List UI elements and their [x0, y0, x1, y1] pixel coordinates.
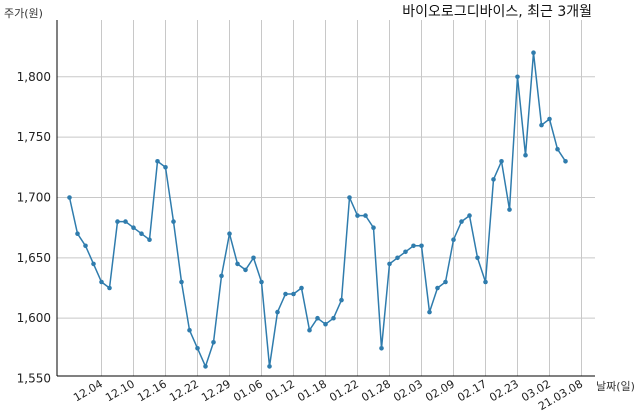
- data-point: [355, 213, 360, 218]
- x-tick-label: 12.16: [135, 377, 169, 404]
- x-tick-label: 01.06: [231, 377, 265, 404]
- x-tick-label: 02.03: [391, 377, 425, 404]
- grid-lines: [57, 20, 595, 376]
- x-axis-label: 날짜(일): [596, 379, 635, 393]
- y-axis-label: 주가(원): [4, 7, 43, 20]
- x-tick-label: 12.29: [199, 377, 233, 404]
- x-tick-label: 12.04: [71, 377, 105, 404]
- data-point: [379, 346, 384, 351]
- data-point: [547, 116, 552, 122]
- x-tick-label: 02.23: [487, 377, 521, 404]
- data-point: [291, 291, 296, 297]
- data-point: [227, 231, 232, 236]
- x-tick-label: 01.28: [359, 377, 393, 404]
- data-point: [203, 364, 208, 369]
- data-point: [339, 297, 344, 303]
- data-point: [91, 261, 96, 267]
- data-point: [419, 243, 424, 249]
- data-point: [107, 285, 112, 291]
- data-point: [179, 279, 184, 285]
- y-tick-label: 1,550: [17, 372, 51, 386]
- data-point: [219, 273, 224, 279]
- data-point: [131, 225, 136, 230]
- data-point: [267, 364, 272, 369]
- data-point: [331, 315, 336, 321]
- data-point: [475, 255, 480, 261]
- data-point: [235, 261, 240, 267]
- data-point: [459, 219, 464, 224]
- data-point: [515, 74, 520, 80]
- y-tick-labels: 1,550 1,600 1,650 1,700 1,750 1,800: [17, 70, 51, 386]
- data-point: [411, 243, 416, 249]
- x-tick-label: 01.22: [327, 377, 361, 404]
- data-point: [283, 291, 288, 297]
- x-tick-label: 01.18: [295, 377, 329, 404]
- data-point: [531, 50, 536, 55]
- data-point: [139, 231, 144, 236]
- data-point: [563, 159, 568, 164]
- data-point: [483, 279, 488, 285]
- data-point: [147, 237, 152, 242]
- y-tick-label: 1,750: [17, 130, 51, 144]
- data-point: [211, 340, 216, 345]
- x-tick-label: 02.17: [455, 377, 489, 404]
- data-point: [115, 219, 120, 224]
- data-point: [443, 279, 448, 285]
- y-tick-label: 1,700: [17, 190, 51, 204]
- y-tick-label: 1,600: [17, 311, 51, 325]
- data-point: [523, 152, 528, 158]
- data-point: [195, 346, 200, 351]
- data-point: [491, 177, 496, 182]
- data-point: [299, 285, 304, 291]
- data-point: [243, 267, 248, 273]
- x-tick-label: 12.22: [167, 377, 201, 404]
- x-tick-label: 02.09: [423, 377, 457, 404]
- data-point: [323, 321, 328, 327]
- data-point: [347, 195, 352, 200]
- data-point: [123, 219, 128, 224]
- data-point: [507, 207, 512, 212]
- y-tick-label: 1,650: [17, 251, 51, 265]
- data-point: [251, 255, 256, 261]
- data-point: [315, 315, 320, 321]
- data-point: [99, 279, 104, 285]
- x-tick-label: 12.10: [103, 377, 137, 404]
- data-point: [467, 213, 472, 218]
- data-point: [371, 225, 376, 230]
- data-point: [499, 159, 504, 164]
- data-point: [83, 243, 88, 249]
- data-point: [163, 165, 168, 170]
- data-point: [395, 255, 400, 261]
- data-point: [451, 237, 456, 242]
- data-point: [387, 261, 392, 267]
- data-point: [307, 327, 312, 333]
- x-tick-labels: 12.0412.1012.1612.2212.2901.0601.1201.18…: [71, 377, 585, 413]
- chart-title: 바이오로그디바이스, 최근 3개월: [402, 4, 592, 20]
- data-point: [67, 195, 72, 200]
- data-point: [275, 309, 280, 315]
- data-point: [555, 146, 560, 152]
- data-point: [155, 159, 160, 164]
- data-point: [427, 309, 432, 315]
- data-point: [187, 327, 192, 333]
- y-tick-label: 1,800: [17, 70, 51, 84]
- data-point: [403, 249, 408, 255]
- data-point: [75, 231, 80, 236]
- price-series: [67, 50, 568, 369]
- data-point: [539, 122, 544, 128]
- data-point: [363, 213, 368, 218]
- data-point: [435, 285, 440, 291]
- data-point: [171, 219, 176, 224]
- x-tick-label: 01.12: [263, 377, 297, 404]
- data-point: [259, 279, 264, 285]
